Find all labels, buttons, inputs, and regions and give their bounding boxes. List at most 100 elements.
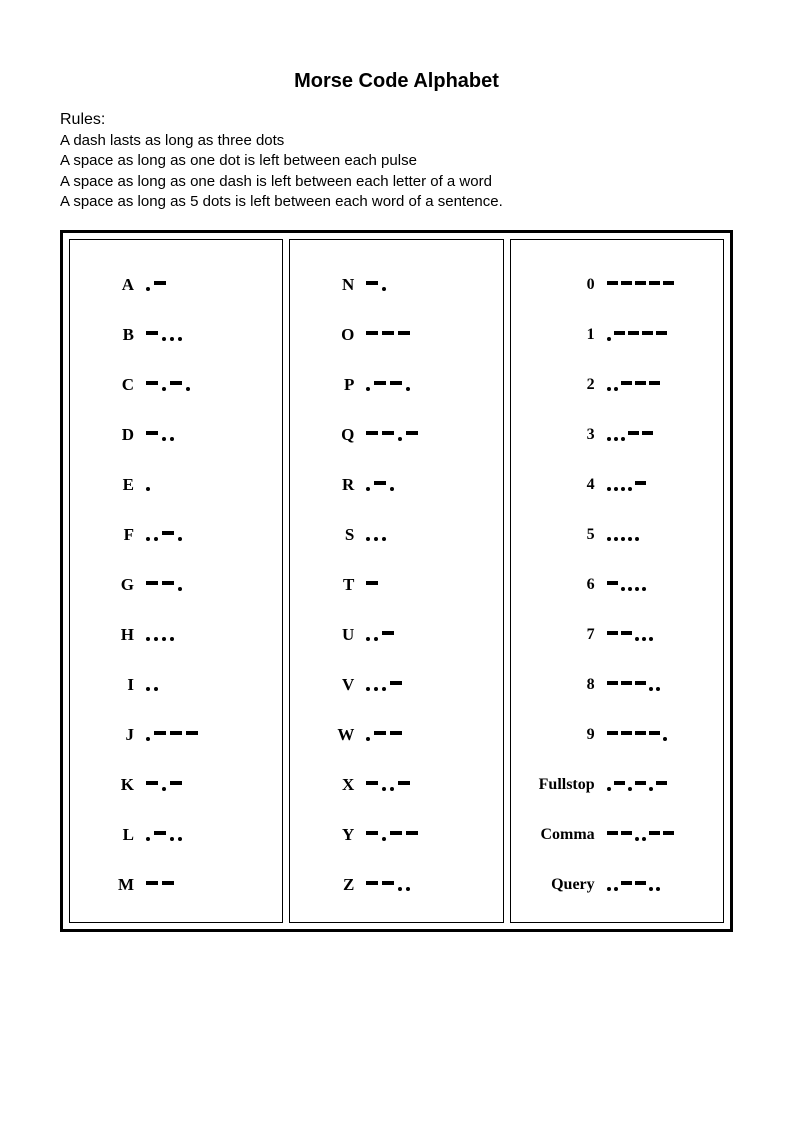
morse-row: W (298, 710, 494, 760)
morse-label: Z (298, 875, 354, 895)
dash-icon (366, 331, 378, 335)
rules-line-4: A space as long as 5 dots is left betwee… (60, 192, 733, 212)
morse-label: P (298, 375, 354, 395)
morse-label: E (78, 475, 134, 495)
dash-icon (656, 781, 667, 785)
morse-code (607, 333, 667, 337)
morse-row: Query (519, 860, 715, 910)
morse-row: H (78, 610, 274, 660)
dash-icon (382, 881, 394, 885)
dash-icon (374, 481, 386, 485)
dot-icon (162, 387, 166, 391)
dot-icon (614, 487, 618, 491)
morse-code (607, 633, 653, 637)
morse-row: N (298, 260, 494, 310)
dot-icon (635, 637, 639, 641)
dash-icon (649, 381, 660, 385)
dash-icon (366, 581, 378, 585)
morse-label: 2 (519, 376, 595, 394)
dash-icon (607, 731, 618, 735)
morse-row: V (298, 660, 494, 710)
dot-icon (366, 487, 370, 491)
dash-icon (621, 731, 632, 735)
dot-icon (614, 887, 618, 891)
dot-icon (607, 787, 611, 791)
dot-icon (162, 337, 166, 341)
dot-icon (154, 537, 158, 541)
dot-icon (146, 637, 150, 641)
dot-icon (398, 887, 402, 891)
dash-icon (186, 731, 198, 735)
morse-label: U (298, 625, 354, 645)
dot-icon (366, 537, 370, 541)
morse-row: 5 (519, 510, 715, 560)
morse-code (607, 783, 667, 787)
morse-row: 7 (519, 610, 715, 660)
morse-code (146, 283, 166, 287)
dot-icon (374, 537, 378, 541)
dot-icon (621, 437, 625, 441)
dot-icon (154, 687, 158, 691)
dot-icon (374, 637, 378, 641)
morse-code (366, 333, 410, 337)
dash-icon (146, 381, 158, 385)
morse-row: Y (298, 810, 494, 860)
morse-label: Comma (519, 826, 595, 844)
morse-row: 2 (519, 360, 715, 410)
morse-label: L (78, 825, 134, 845)
morse-row: 0 (519, 260, 715, 310)
dot-icon (162, 437, 166, 441)
dash-icon (154, 281, 166, 285)
morse-label: H (78, 625, 134, 645)
morse-label: 4 (519, 476, 595, 494)
morse-label: D (78, 425, 134, 445)
morse-label: F (78, 525, 134, 545)
morse-label: Query (519, 876, 595, 894)
morse-code (146, 633, 174, 637)
dash-icon (642, 331, 653, 335)
morse-row: Q (298, 410, 494, 460)
morse-row: 8 (519, 660, 715, 710)
morse-label: 0 (519, 276, 595, 294)
dash-icon (146, 581, 158, 585)
morse-row: I (78, 660, 274, 710)
morse-label: 6 (519, 576, 595, 594)
morse-code (607, 683, 660, 687)
rules-line-2: A space as long as one dot is left betwe… (60, 151, 733, 171)
morse-row: B (78, 310, 274, 360)
dash-icon (635, 281, 646, 285)
dash-icon (635, 681, 646, 685)
dash-icon (663, 831, 674, 835)
dot-icon (607, 337, 611, 341)
dot-icon (642, 837, 646, 841)
morse-label: N (298, 275, 354, 295)
morse-code (607, 383, 660, 387)
morse-code (146, 533, 182, 537)
dot-icon (406, 387, 410, 391)
morse-code (366, 883, 410, 887)
morse-row: E (78, 460, 274, 510)
dash-icon (649, 731, 660, 735)
dash-icon (649, 831, 660, 835)
morse-table: ABCDEFGHIJKLM NOPQRSTUVWXYZ 0123456789Fu… (60, 230, 733, 932)
dot-icon (382, 687, 386, 691)
dash-icon (621, 381, 632, 385)
morse-code (366, 633, 394, 637)
morse-code (366, 583, 378, 587)
dash-icon (621, 681, 632, 685)
morse-code (366, 483, 394, 487)
dash-icon (390, 381, 402, 385)
dash-icon (635, 881, 646, 885)
dash-icon (635, 731, 646, 735)
morse-label: Fullstop (519, 776, 595, 794)
dot-icon (621, 487, 625, 491)
dot-icon (366, 637, 370, 641)
morse-row: Comma (519, 810, 715, 860)
dash-icon (162, 581, 174, 585)
morse-row: Z (298, 860, 494, 910)
dot-icon (382, 287, 386, 291)
morse-code (366, 533, 386, 537)
dash-icon (390, 681, 402, 685)
morse-label: J (78, 725, 134, 745)
dash-icon (170, 781, 182, 785)
